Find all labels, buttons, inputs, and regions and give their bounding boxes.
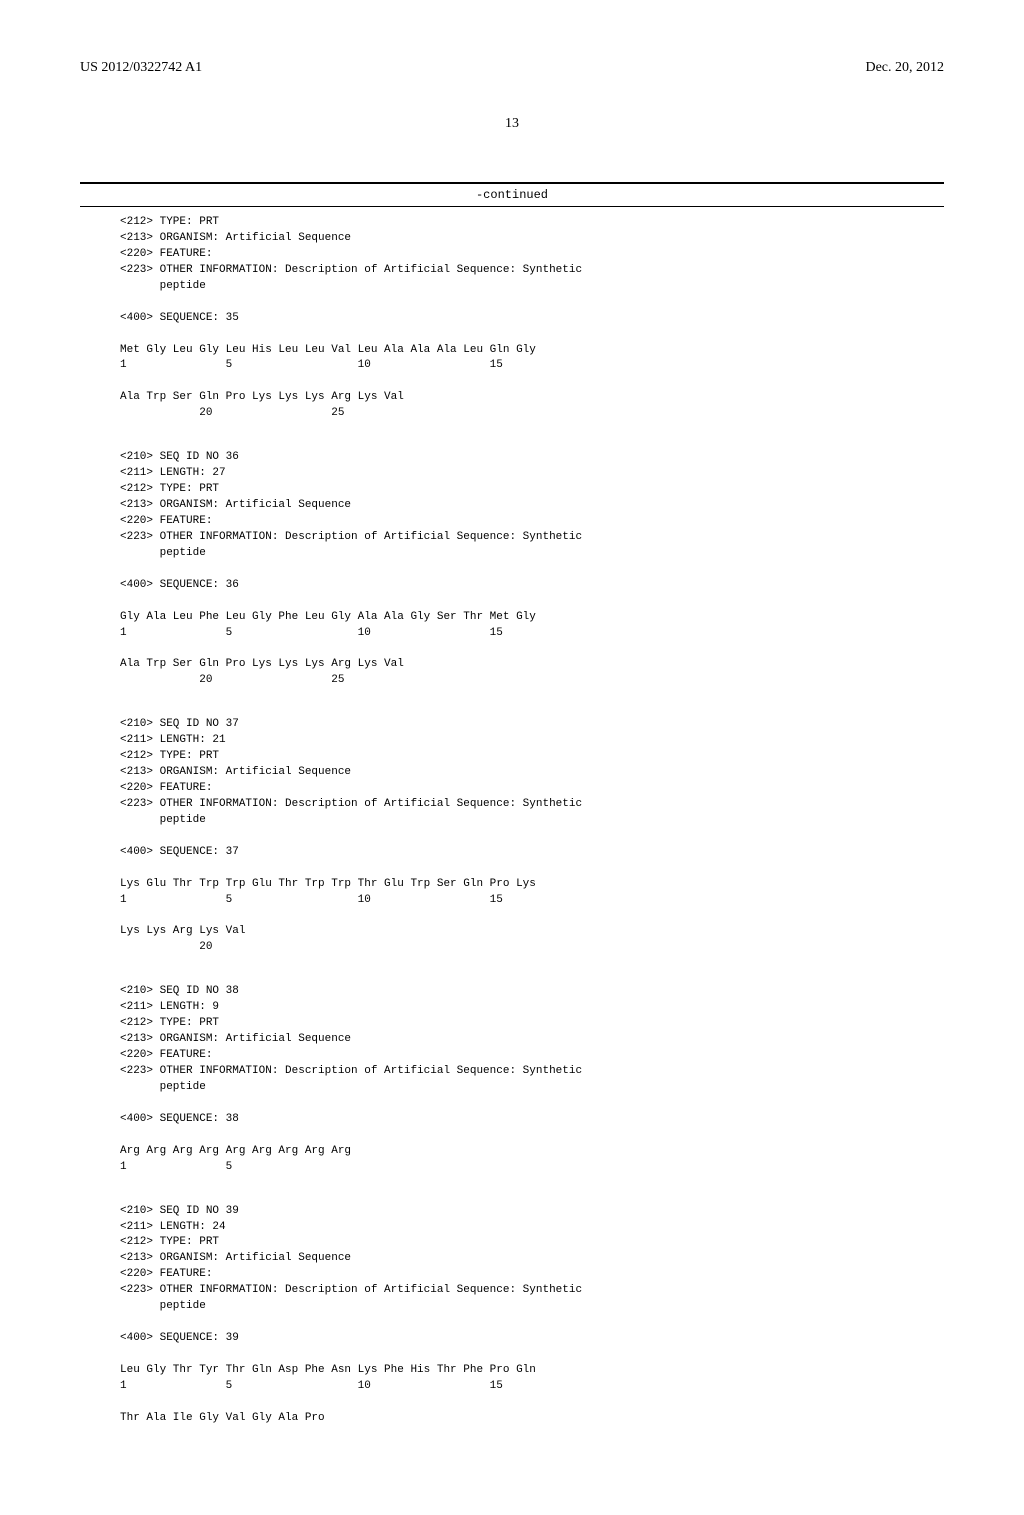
page-number: 13 — [80, 116, 944, 132]
sequence-block: <210> SEQ ID NO 37 <211> LENGTH: 21 <212… — [120, 717, 944, 956]
continued-label: -continued — [80, 182, 944, 207]
sequence-block: <210> SEQ ID NO 39 <211> LENGTH: 24 <212… — [120, 1204, 944, 1427]
sequence-listing: <212> TYPE: PRT <213> ORGANISM: Artifici… — [80, 215, 944, 1427]
sequence-block: <210> SEQ ID NO 38 <211> LENGTH: 9 <212>… — [120, 984, 944, 1175]
sequence-block: <210> SEQ ID NO 36 <211> LENGTH: 27 <212… — [120, 450, 944, 689]
publication-date: Dec. 20, 2012 — [865, 60, 944, 76]
page-header: US 2012/0322742 A1 Dec. 20, 2012 — [80, 60, 944, 76]
sequence-block: <212> TYPE: PRT <213> ORGANISM: Artifici… — [120, 215, 944, 422]
publication-number: US 2012/0322742 A1 — [80, 60, 202, 76]
